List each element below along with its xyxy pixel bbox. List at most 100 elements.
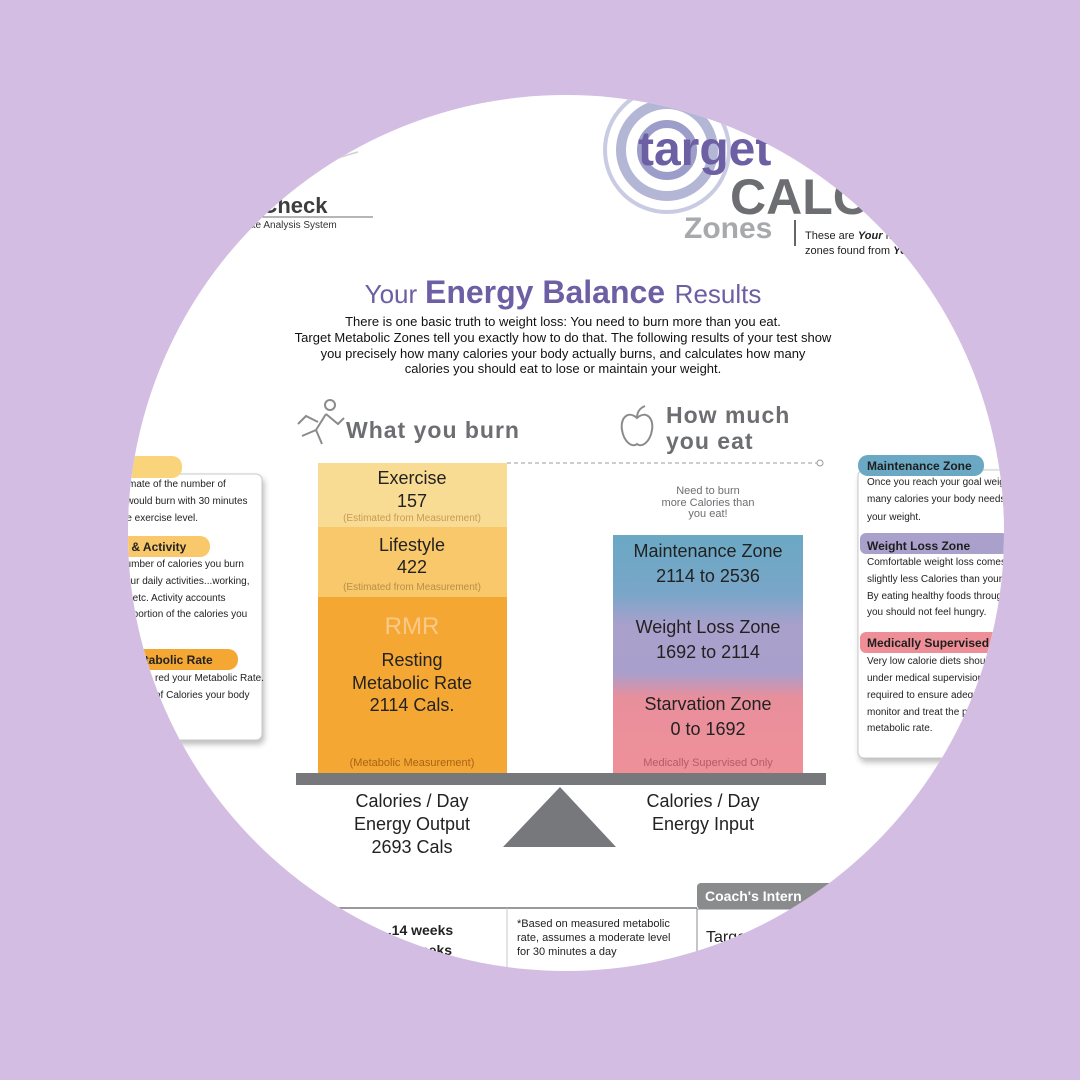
coach-text: Targe (706, 929, 747, 947)
card-text: Very low calorie diets should o (867, 656, 1002, 667)
apple-icon (620, 405, 654, 447)
block-label: Exercise (377, 468, 447, 489)
logo-swoosh (249, 139, 363, 196)
logo-note: zones found from Yo (805, 245, 907, 258)
callout: you eat! (688, 508, 728, 521)
card-text: Comfortable weight loss comes fro (867, 557, 1021, 568)
guide-end (816, 459, 824, 467)
text-span: These are (805, 230, 855, 243)
text-span: Yo (893, 245, 907, 258)
intro-line: calories you should eat to lose or maint… (404, 361, 722, 377)
card-text: many calories your body needs to m (867, 494, 1028, 505)
rmr-block (318, 597, 507, 773)
text-span: Your (857, 230, 883, 243)
footer-line: Energy Input (651, 814, 755, 835)
card-tab-label: le & Activity (118, 539, 187, 554)
zones-block (613, 535, 803, 773)
card-text: of Calories your body (155, 690, 250, 701)
card-tab (860, 533, 1004, 554)
card-text: under medical supervision. S (867, 673, 996, 684)
card-text: red your Metabolic Rate. (155, 673, 264, 684)
section-heading: How much (666, 402, 791, 429)
card-text: slightly less Calories than your bod (867, 574, 1022, 585)
footnote: *Based on measured metabolic (517, 918, 670, 931)
balance-fulcrum (503, 787, 616, 847)
zone-range: 1692 to 2114 (656, 642, 760, 663)
balance-beam (296, 773, 826, 785)
runner-icon (297, 399, 345, 445)
card-tab-label: Maintenance Zone (867, 458, 972, 473)
text-span: m (885, 230, 895, 243)
card-tab (858, 455, 984, 476)
card-tab (128, 456, 182, 478)
zone-range: 2114 to 2536 (656, 566, 760, 587)
text-span: Energy Balance (424, 274, 666, 311)
card-text: u would burn with 30 minutes (118, 496, 248, 507)
card-text: ng, etc. Activity accounts (116, 593, 226, 604)
card-tab-label: e (122, 459, 129, 474)
logo-tagline: Rate Analysis System (240, 220, 337, 231)
intro-line: There is one basic truth to weight loss:… (345, 314, 781, 330)
logo-name: uCheck (248, 192, 328, 218)
block-value: 2114 Cals. (369, 695, 455, 716)
card-text: number of calories you burn (120, 559, 244, 570)
block-value: 422 (396, 557, 428, 578)
card-tab (128, 536, 210, 557)
zone-label: Maintenance Zone (633, 541, 783, 562)
section-heading: What you burn (346, 417, 520, 444)
card-text: required to ensure adequat (867, 690, 988, 701)
zone-label: Starvation Zone (644, 694, 772, 715)
section-heading: you eat (666, 428, 754, 455)
card-text: monitor and treat the pote (867, 707, 982, 718)
coach-tab-label: Coach's Intern (705, 887, 802, 904)
block-note: (Estimated from Measurement) (343, 582, 481, 593)
card-text: By eating healthy foods throughou (867, 591, 1019, 602)
intro-line: Target Metabolic Zones tell you exactly … (294, 329, 832, 345)
card-tab-label: Medically Supervised (867, 635, 990, 650)
card-text: st. (155, 707, 166, 718)
weeks-line: . .14 weeks (380, 921, 454, 938)
logo-note: These are Your m (805, 230, 895, 243)
block-value: 157 (396, 491, 428, 512)
footer-line: Energy Output (353, 814, 471, 835)
zone-range: 0 to 1692 (670, 719, 746, 740)
card-text: your daily activities...working, (120, 576, 250, 587)
block-note: (Metabolic Measurement) (349, 757, 475, 770)
card-text: y. (116, 625, 124, 636)
target-ring (637, 120, 697, 180)
callout: more Calories than (661, 496, 755, 509)
block-note: (Estimated from Measurement) (343, 513, 481, 524)
card-tab-label: etabolic Rate (138, 652, 213, 667)
zone-label: Weight Loss Zone (635, 617, 781, 638)
coach-box (696, 908, 918, 971)
footnote: rate, assumes a moderate level (517, 932, 671, 945)
card-text: stimate of the number of (118, 479, 226, 490)
logo-word: Zones (684, 212, 773, 245)
weeks-line: weeks (410, 941, 453, 958)
block-label: Resting (381, 650, 443, 671)
text-span: Your (364, 279, 418, 310)
page-heading: Your Energy Balance Results (364, 274, 762, 311)
text-span: zones found from (805, 245, 890, 258)
block-label: Lifestyle (378, 535, 446, 556)
callout: Need to burn (676, 485, 740, 498)
card-tab-label: Weight Loss Zone (867, 538, 971, 553)
footer-line: Calories / Day (646, 791, 760, 812)
lifestyle-block (318, 527, 507, 597)
card-tab (860, 632, 1004, 653)
zone-note: Medically Supervised Only (643, 757, 773, 770)
card-text: your weight. (867, 512, 921, 523)
card-text: ate exercise level. (118, 513, 199, 524)
card-text: metabolic rate. (867, 723, 933, 734)
intro-line: you precisely how many calories your bod… (320, 345, 806, 361)
footnote: for 30 minutes a day (517, 946, 617, 959)
text-span: Results (674, 279, 762, 310)
block-label: Metabolic Rate (351, 673, 473, 694)
footer-line: Calories / Day (355, 791, 469, 812)
target-ring (603, 95, 731, 214)
card-text: Once you reach your goal weight, th (867, 477, 1028, 488)
block-abbr: RMR (384, 612, 440, 640)
exercise-block (318, 463, 507, 527)
